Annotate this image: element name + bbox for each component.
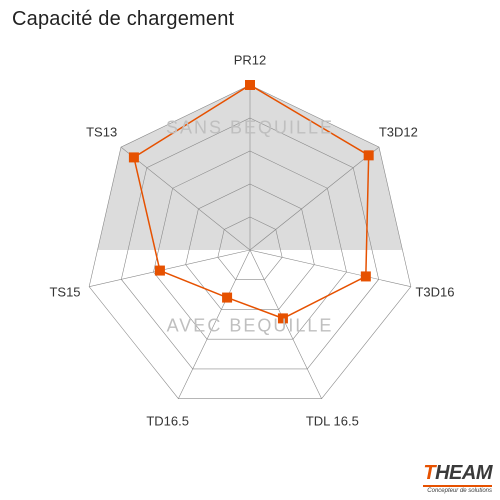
brand-logo: THEAM Concepteur de solutions xyxy=(423,463,492,494)
axis-label: T3D12 xyxy=(379,124,418,139)
brand-rest: HEAM xyxy=(435,462,492,484)
radar-chart xyxy=(0,0,500,500)
brand-initial: T xyxy=(423,462,435,484)
brand-wordmark: THEAM xyxy=(423,463,492,483)
axis-label: PR12 xyxy=(234,53,267,68)
brand-tagline: Concepteur de solutions xyxy=(423,488,492,494)
axis-label: TS15 xyxy=(49,285,80,300)
zone-label: SANS BEQUILLE xyxy=(166,117,334,138)
axis-label: TS13 xyxy=(86,124,117,139)
brand-rule xyxy=(423,485,492,487)
zone-label: AVEC BEQUILLE xyxy=(167,315,334,336)
axis-label: TDL 16.5 xyxy=(306,413,359,428)
axis-label: TD16.5 xyxy=(146,413,189,428)
axis-label: T3D16 xyxy=(415,285,454,300)
